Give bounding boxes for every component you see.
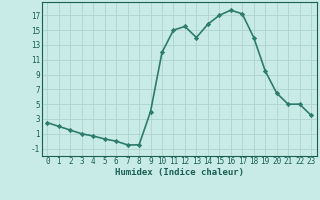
- X-axis label: Humidex (Indice chaleur): Humidex (Indice chaleur): [115, 168, 244, 177]
